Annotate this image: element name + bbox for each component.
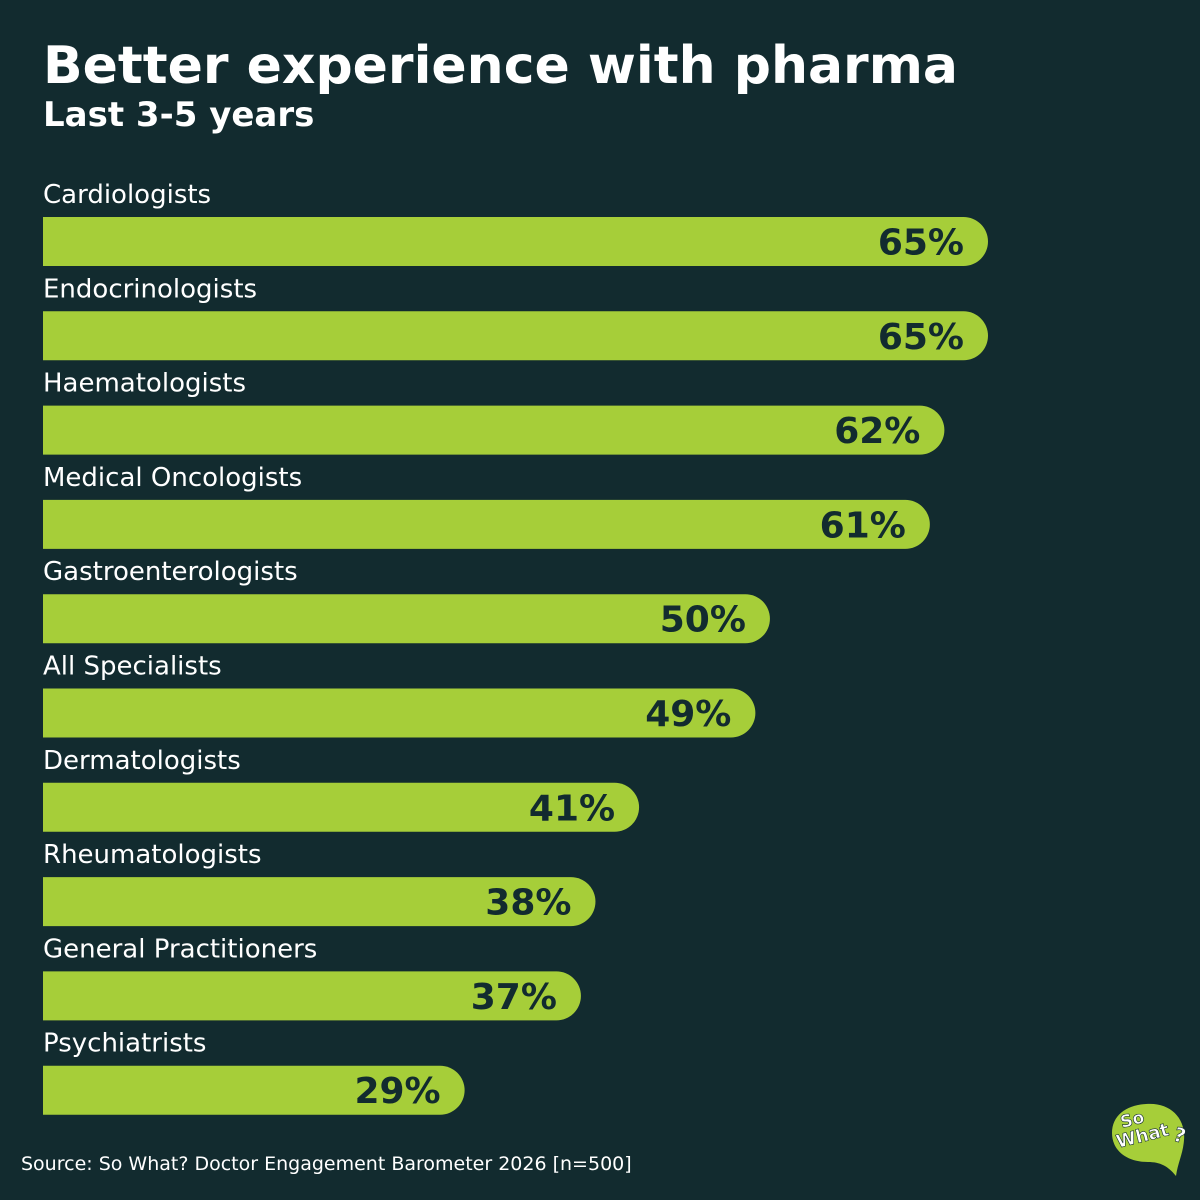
bar: [43, 782, 640, 832]
bar: [43, 688, 756, 738]
category-label: Endocrinologists: [43, 274, 257, 304]
category-label: Psychiatrists: [43, 1029, 206, 1059]
bar: [43, 1065, 465, 1115]
bar-value-label: 38%: [485, 883, 571, 924]
category-label: All Specialists: [43, 652, 222, 682]
bar-value-label: 49%: [645, 694, 731, 735]
bar-value-label: 29%: [354, 1071, 440, 1112]
bar-value-label: 37%: [471, 977, 557, 1018]
bar: [43, 499, 930, 549]
bar: [43, 877, 596, 927]
bar: [43, 971, 581, 1021]
chart-subtitle: Last 3-5 years: [43, 95, 315, 135]
bar-value-label: 65%: [878, 317, 964, 358]
bar: [43, 594, 770, 644]
source-note: Source: So What? Doctor Engagement Barom…: [21, 1153, 632, 1175]
speech-bubble-icon: [1112, 1103, 1185, 1176]
category-label: Medical Oncologists: [43, 463, 302, 493]
category-label: Dermatologists: [43, 746, 241, 776]
bar: [43, 311, 988, 361]
category-label: Gastroenterologists: [43, 557, 298, 587]
bar-value-label: 65%: [878, 223, 964, 264]
bar: [43, 216, 988, 266]
bar-value-label: 61%: [820, 505, 906, 546]
chart-title: Better experience with pharma: [43, 36, 958, 96]
bar: [43, 405, 945, 455]
bar-value-label: 50%: [660, 600, 746, 641]
category-label: Cardiologists: [43, 180, 211, 210]
category-label: Haematologists: [43, 369, 246, 399]
bar-chart: Cardiologists 65% Endocrinologists 65% Haema…: [43, 180, 988, 1115]
bar-value-label: 62%: [834, 411, 920, 452]
category-label: Rheumatologists: [43, 840, 262, 870]
so-what-logo: So What ?: [1112, 1103, 1189, 1176]
category-label: General Practitioners: [43, 934, 317, 964]
bar-value-label: 41%: [529, 788, 615, 829]
